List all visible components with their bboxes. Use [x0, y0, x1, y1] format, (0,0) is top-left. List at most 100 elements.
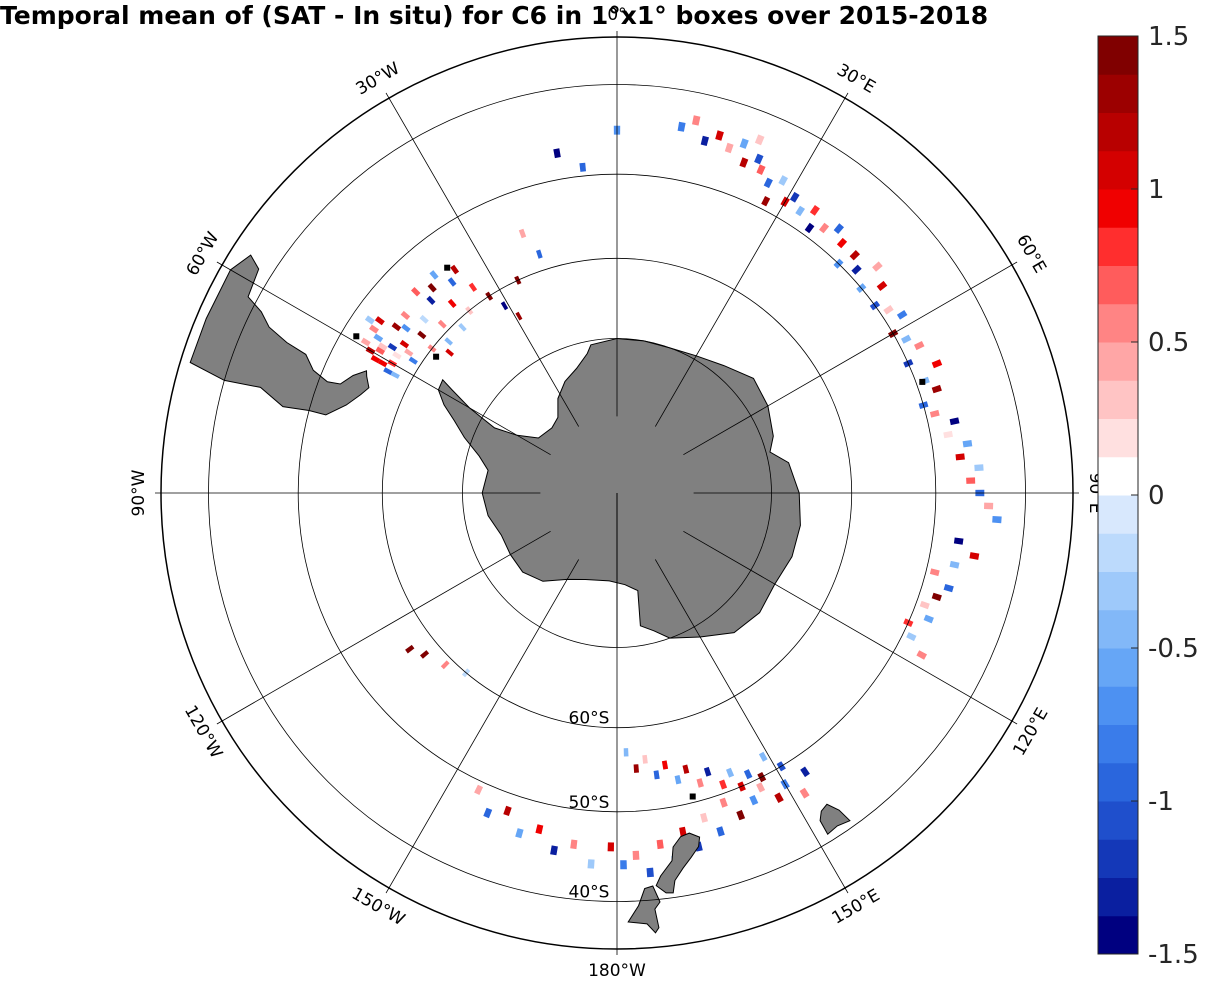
data-cell	[743, 769, 753, 780]
data-cell	[653, 770, 660, 780]
data-cell	[623, 748, 629, 757]
data-cell	[399, 339, 410, 349]
data-cell	[700, 135, 709, 146]
data-cell	[411, 287, 421, 297]
data-cell	[535, 824, 544, 835]
meridian-label: 0°	[607, 5, 626, 25]
data-cell	[984, 502, 994, 510]
data-cell	[758, 751, 768, 762]
data-cell	[417, 330, 427, 340]
colorbar-tick-label: 1	[1148, 175, 1165, 205]
colorbar-tick-label: -1.5	[1148, 940, 1199, 970]
data-cell	[620, 860, 627, 870]
data-cell	[458, 323, 467, 332]
data-cell	[774, 792, 784, 803]
data-cell	[739, 157, 749, 168]
data-cell	[974, 464, 984, 472]
data-cell	[804, 222, 815, 234]
meridian-label: 60°W	[183, 229, 224, 280]
new-zealand-north-island	[627, 885, 661, 934]
data-cell	[518, 228, 527, 239]
data-cell	[953, 537, 964, 545]
data-cell	[440, 660, 450, 670]
colorbar-tick-label: 1.5	[1148, 22, 1189, 52]
colorbar-segment	[1098, 112, 1138, 152]
data-cell	[929, 568, 940, 577]
colorbar-segment	[1098, 762, 1138, 802]
south-america-landmass	[189, 254, 370, 416]
meridian-label: 90°W	[129, 469, 149, 516]
data-cell	[749, 795, 759, 806]
parallel-label: 60°S	[569, 709, 610, 729]
data-cell	[756, 164, 766, 175]
data-cell	[419, 314, 429, 324]
meridian-label: 180°W	[588, 961, 646, 981]
data-cell	[943, 430, 953, 439]
data-cell	[374, 316, 385, 326]
colorbar-segment	[1098, 265, 1138, 305]
data-cell	[553, 148, 561, 159]
colorbar-tick-label: -1	[1148, 787, 1174, 817]
data-cell	[736, 809, 746, 821]
data-cell	[390, 371, 400, 379]
data-cell	[876, 280, 888, 291]
meridian-line	[385, 92, 580, 427]
data-cell	[719, 797, 728, 808]
data-cell	[445, 348, 454, 357]
data-cell	[754, 153, 764, 165]
data-cell	[429, 270, 439, 280]
colorbar-segment	[1098, 74, 1138, 113]
data-cell	[916, 650, 927, 660]
data-cell	[437, 319, 447, 329]
data-cell	[427, 283, 437, 293]
data-cell	[949, 560, 960, 569]
meridian-line	[216, 530, 551, 725]
data-cell	[929, 409, 940, 418]
parallel-label: 50°S	[569, 793, 610, 813]
data-cell	[515, 828, 524, 839]
data-cell	[919, 600, 930, 610]
data-cell	[373, 333, 384, 343]
data-cell	[809, 205, 820, 216]
colorbar-segment	[1098, 456, 1138, 496]
data-cell	[447, 298, 457, 308]
data-cell	[962, 440, 973, 448]
data-cell	[872, 261, 883, 272]
colorbar-segment	[1098, 227, 1138, 266]
meridian-line	[683, 530, 1018, 725]
colorbar-segment	[1098, 801, 1138, 840]
colorbar-segment	[1098, 495, 1138, 534]
auckland-islands	[689, 793, 696, 800]
kerguelen-islands	[919, 378, 926, 385]
data-cell	[800, 766, 810, 778]
meridian-line	[654, 92, 849, 427]
colorbar-segment	[1098, 150, 1138, 190]
meridian-line	[216, 261, 551, 456]
data-cell	[716, 826, 725, 837]
colorbar: 1.5 1 0.5 0 -0.5 -1 -1.5	[1097, 22, 1199, 970]
data-cell	[923, 614, 934, 624]
data-cell	[700, 812, 708, 823]
meridian-label: 30°E	[833, 60, 878, 98]
data-cell	[483, 807, 493, 819]
colorbar-segment	[1098, 915, 1138, 955]
data-cell	[370, 354, 381, 364]
data-cell	[447, 277, 457, 287]
colorbar-segment	[1098, 418, 1138, 458]
data-cell	[969, 552, 980, 560]
data-cell	[360, 337, 371, 347]
data-cell	[943, 584, 954, 593]
data-cell	[931, 384, 942, 394]
data-cell	[906, 632, 917, 642]
data-cell	[391, 322, 402, 332]
data-cell	[819, 222, 830, 234]
new-zealand-south-island	[655, 832, 701, 894]
map-area: 0°30°E60°E90°E120°E150°E180°W150°W120°W9…	[129, 5, 1105, 981]
colorbar-segment	[1098, 342, 1138, 381]
data-cell	[789, 191, 800, 203]
falkland-islands	[353, 333, 360, 340]
data-cell	[474, 784, 483, 795]
data-cell	[468, 282, 478, 292]
data-cell	[377, 342, 388, 351]
colorbar-segment	[1098, 609, 1138, 649]
